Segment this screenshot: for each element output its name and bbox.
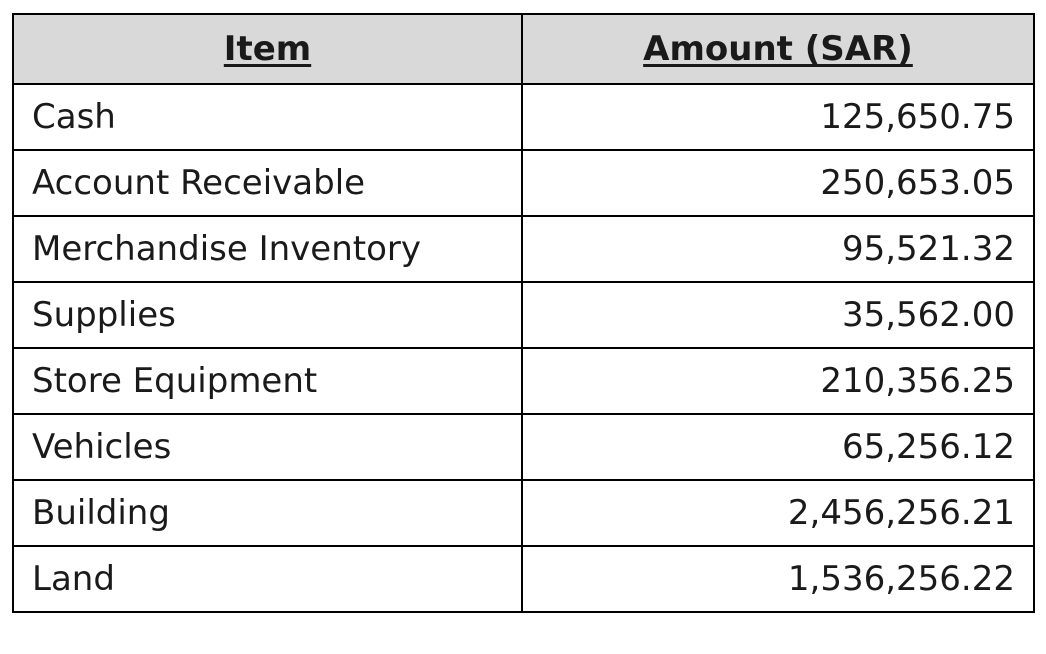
table-body: Cash 125,650.75 Account Receivable 250,6… [12, 83, 1035, 613]
amount-cell: 2,456,256.21 [521, 479, 1035, 547]
amount-cell: 65,256.12 [521, 413, 1035, 481]
amount-cell: 95,521.32 [521, 215, 1035, 283]
header-amount: Amount (SAR) [521, 13, 1035, 85]
table-row: Merchandise Inventory 95,521.32 [12, 215, 1035, 283]
table-row: Building 2,456,256.21 [12, 479, 1035, 547]
table-row: Account Receivable 250,653.05 [12, 149, 1035, 217]
item-cell: Store Equipment [12, 347, 523, 415]
item-cell: Vehicles [12, 413, 523, 481]
item-cell: Cash [12, 83, 523, 151]
item-cell: Merchandise Inventory [12, 215, 523, 283]
items-table: Item Amount (SAR) Cash 125,650.75 Accoun… [12, 13, 1035, 613]
table-row: Supplies 35,562.00 [12, 281, 1035, 349]
item-cell: Supplies [12, 281, 523, 349]
table-wrapper: Item Amount (SAR) Cash 125,650.75 Accoun… [12, 13, 1035, 613]
amount-cell: 250,653.05 [521, 149, 1035, 217]
table-row: Land 1,536,256.22 [12, 545, 1035, 613]
item-cell: Building [12, 479, 523, 547]
amount-cell: 1,536,256.22 [521, 545, 1035, 613]
amount-cell: 125,650.75 [521, 83, 1035, 151]
table-header: Item Amount (SAR) [12, 13, 1035, 85]
item-cell: Account Receivable [12, 149, 523, 217]
amount-cell: 35,562.00 [521, 281, 1035, 349]
header-row: Item Amount (SAR) [12, 13, 1035, 85]
header-item: Item [12, 13, 523, 85]
amount-cell: 210,356.25 [521, 347, 1035, 415]
table-row: Vehicles 65,256.12 [12, 413, 1035, 481]
table-row: Store Equipment 210,356.25 [12, 347, 1035, 415]
table-row: Cash 125,650.75 [12, 83, 1035, 151]
item-cell: Land [12, 545, 523, 613]
